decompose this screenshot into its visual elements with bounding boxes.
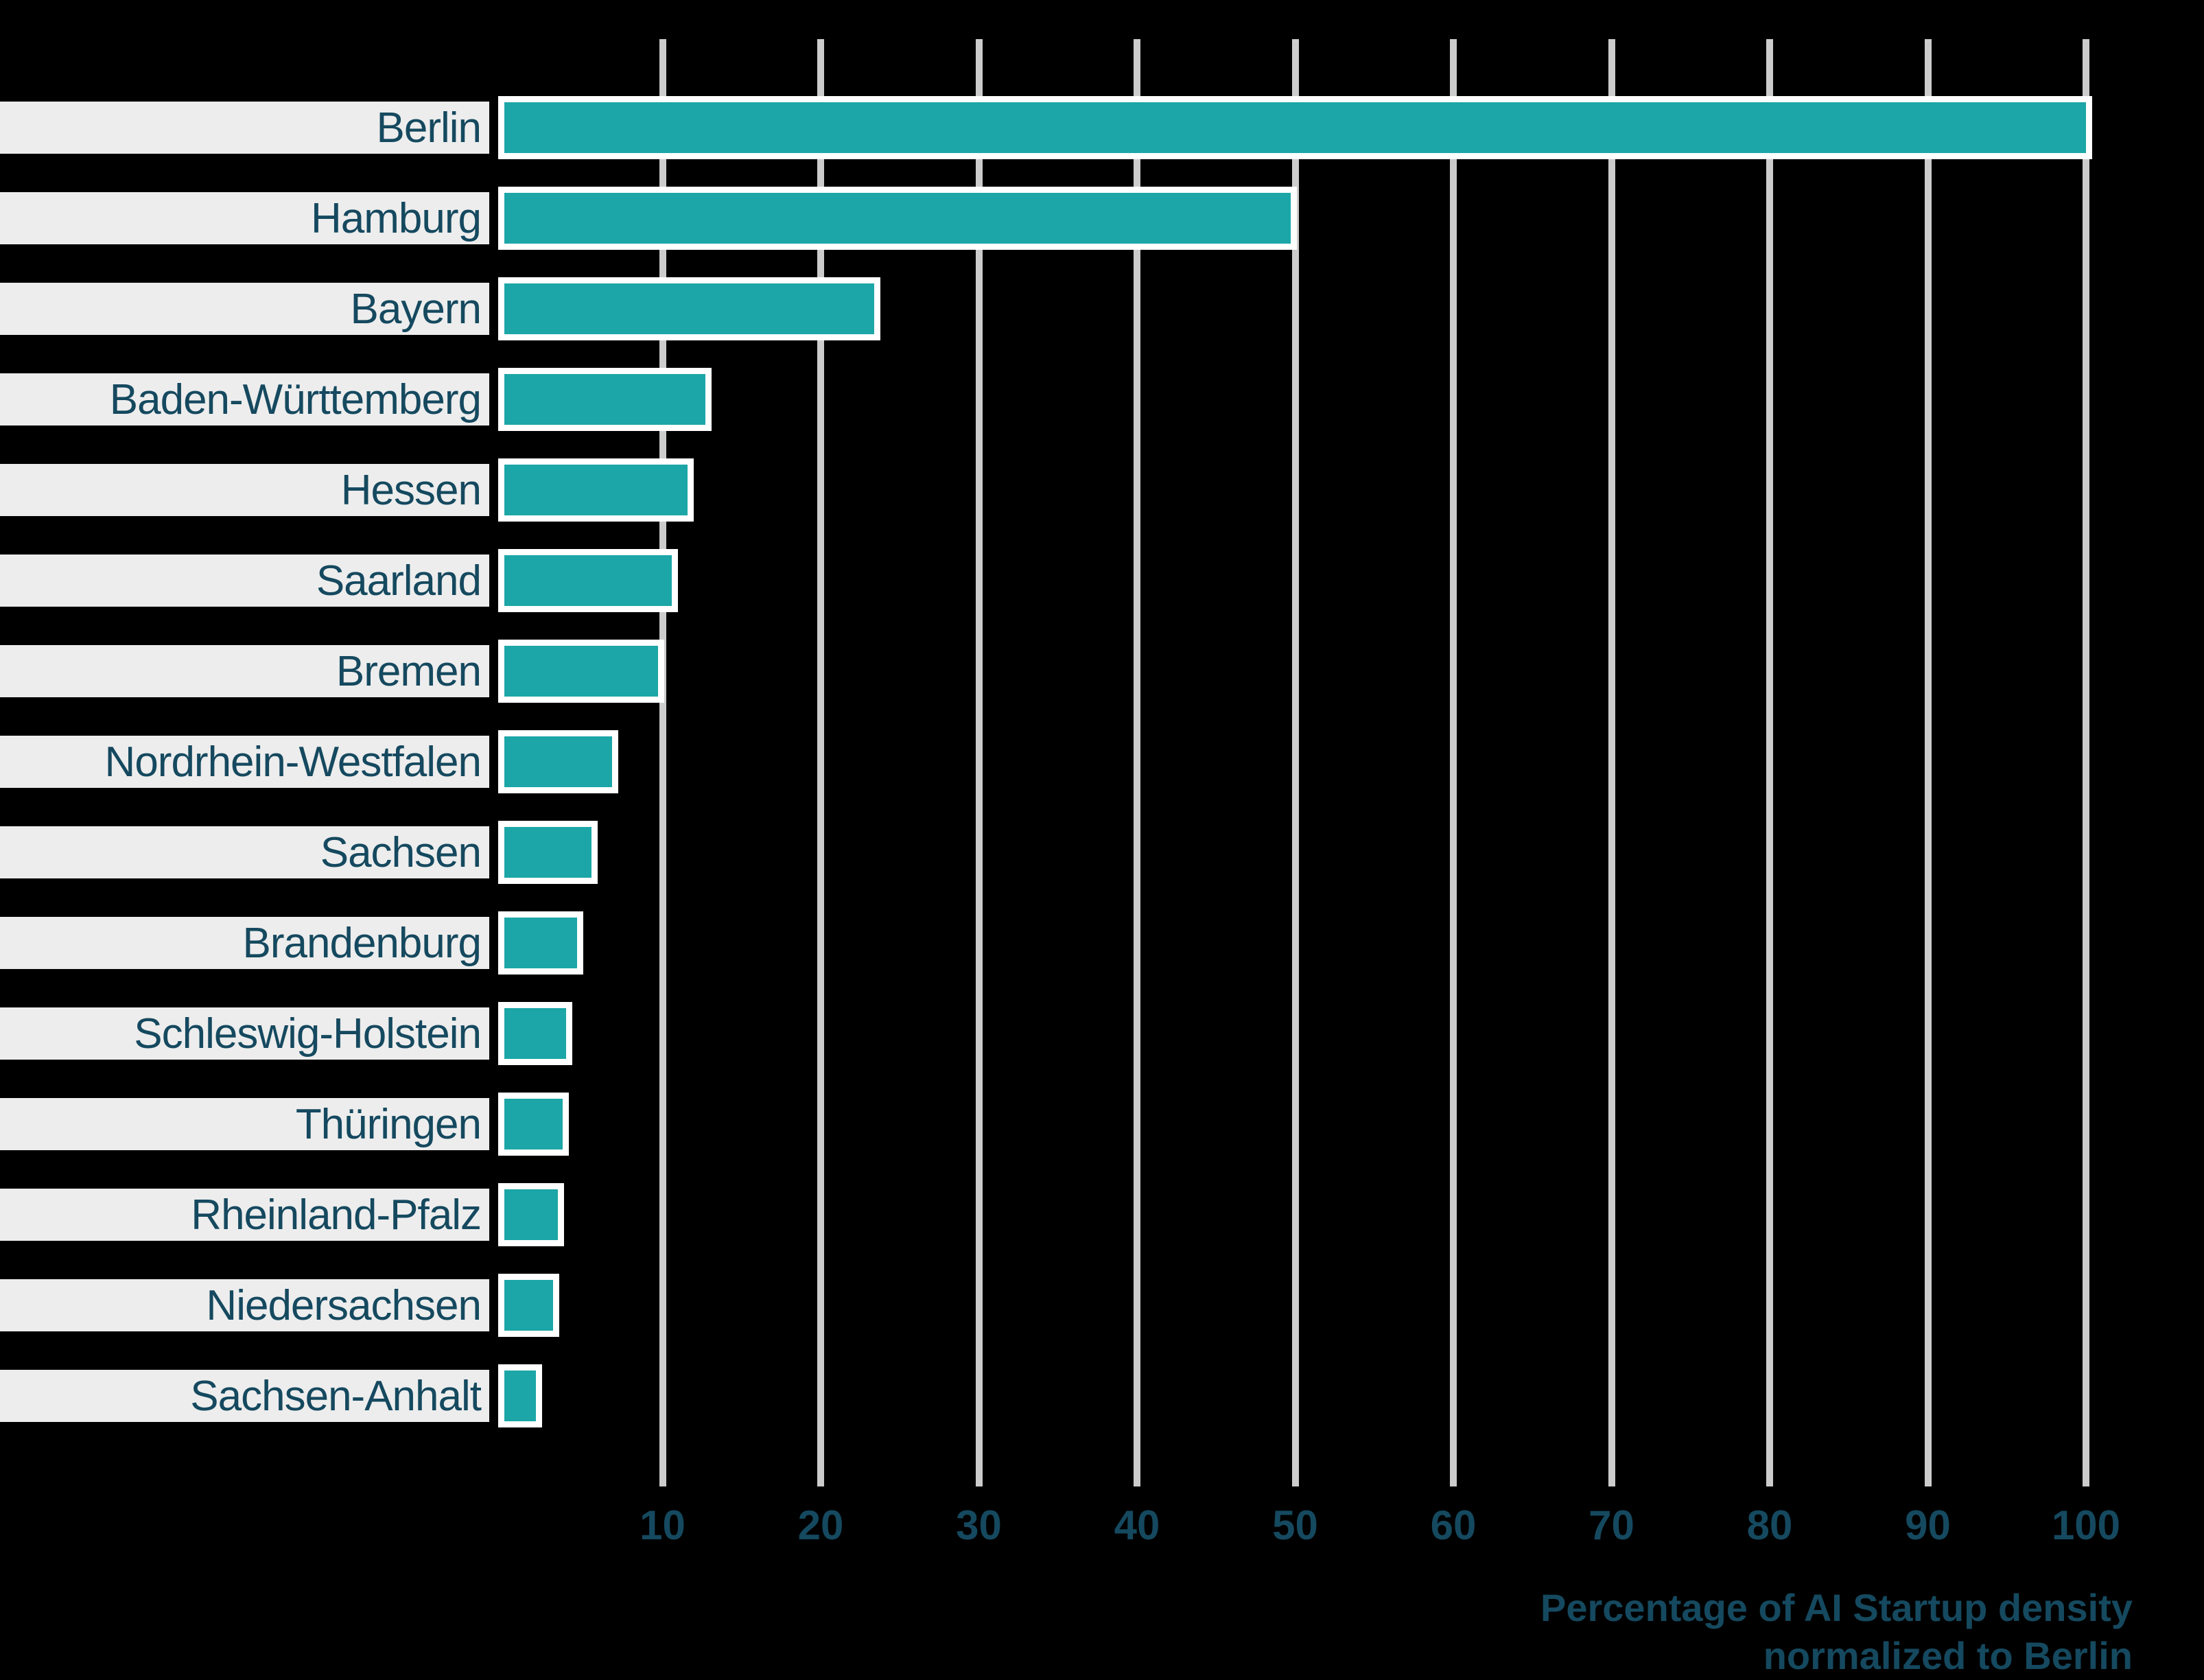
- gridline-100: [2083, 39, 2089, 1486]
- bar-fill: [504, 1370, 537, 1421]
- x-tick-label-10: 10: [640, 1502, 685, 1548]
- x-tick-label-80: 80: [1746, 1502, 1793, 1548]
- bar: [498, 368, 712, 431]
- x-tick-label-90: 90: [1905, 1502, 1951, 1548]
- bar-fill: [504, 283, 875, 334]
- bar-fill: [504, 1099, 563, 1150]
- category-label: Baden-Württemberg: [109, 375, 482, 423]
- bar-fill: [504, 465, 688, 515]
- bar-fill: [504, 646, 658, 697]
- category-label-box: Niedersachsen: [0, 1279, 489, 1331]
- bar-fill: [504, 918, 578, 968]
- category-label: Hessen: [340, 466, 482, 514]
- gridline-70: [1608, 39, 1615, 1486]
- x-tick-label-50: 50: [1272, 1502, 1318, 1548]
- gridline-20: [817, 39, 824, 1486]
- bar: [498, 96, 2092, 159]
- gridline-10: [659, 39, 666, 1486]
- bar: [498, 911, 584, 975]
- bar: [498, 1183, 565, 1246]
- category-label-box: Bremen: [0, 645, 489, 697]
- x-tick-label-40: 40: [1114, 1502, 1160, 1548]
- bar: [498, 1002, 572, 1065]
- bar-fill: [504, 736, 612, 787]
- bar: [498, 730, 618, 793]
- category-label-box: Sachsen-Anhalt: [0, 1370, 489, 1422]
- category-label-box: Schleswig-Holstein: [0, 1007, 489, 1060]
- category-label: Niedersachsen: [206, 1281, 482, 1329]
- bar: [498, 458, 694, 522]
- x-tick-label-100: 100: [2051, 1502, 2121, 1548]
- category-label-box: Sachsen: [0, 826, 489, 878]
- category-label-box: Rheinland-Pfalz: [0, 1189, 489, 1241]
- category-label: Nordrhein-Westfalen: [104, 738, 482, 786]
- bar-fill: [504, 555, 672, 606]
- category-label: Berlin: [376, 104, 482, 152]
- bar-fill: [504, 1008, 566, 1059]
- category-label-box: Brandenburg: [0, 917, 489, 969]
- bar: [498, 1093, 570, 1156]
- category-label: Bremen: [336, 647, 482, 695]
- bar: [498, 1274, 560, 1337]
- x-axis-title: Percentage of AI Startup density normali…: [1540, 1584, 2133, 1680]
- x-axis-title-line1: Percentage of AI Startup density: [1540, 1586, 2133, 1629]
- category-label: Hamburg: [311, 194, 482, 242]
- bar: [498, 640, 664, 703]
- bar: [498, 821, 598, 884]
- category-label: Rheinland-Pfalz: [191, 1191, 482, 1239]
- category-label-box: Hamburg: [0, 192, 489, 244]
- bar: [498, 549, 679, 612]
- gridline-50: [1291, 39, 1299, 1486]
- category-label-box: Hessen: [0, 464, 489, 516]
- x-tick-label-60: 60: [1430, 1502, 1477, 1548]
- bar-fill: [504, 102, 2086, 153]
- gridline-60: [1450, 39, 1457, 1486]
- category-label: Thüringen: [295, 1100, 482, 1148]
- category-label-box: Nordrhein-Westfalen: [0, 736, 489, 788]
- gridline-80: [1766, 39, 1773, 1486]
- gridline-40: [1134, 39, 1140, 1486]
- x-tick-label-30: 30: [956, 1502, 1002, 1548]
- category-label: Sachsen: [320, 828, 482, 876]
- bar: [498, 277, 881, 340]
- category-label-box: Berlin: [0, 102, 489, 154]
- bar: [498, 187, 1297, 250]
- category-label: Saarland: [316, 557, 482, 605]
- bar-fill: [504, 1280, 554, 1331]
- gridline-90: [1924, 39, 1932, 1486]
- gridline-30: [975, 39, 983, 1486]
- bar: [498, 1364, 543, 1427]
- x-tick-label-20: 20: [797, 1502, 844, 1548]
- category-label-box: Baden-Württemberg: [0, 373, 489, 425]
- bar-fill: [504, 193, 1291, 244]
- x-axis-title-line2: normalized to Berlin: [1763, 1634, 2133, 1677]
- category-label: Sachsen-Anhalt: [190, 1372, 482, 1420]
- category-label: Brandenburg: [242, 919, 482, 967]
- bar-fill: [504, 827, 591, 878]
- category-label-box: Saarland: [0, 555, 489, 607]
- bar-fill: [504, 374, 705, 425]
- category-label: Schleswig-Holstein: [134, 1010, 482, 1058]
- bar-fill: [504, 1189, 559, 1240]
- category-label-box: Bayern: [0, 283, 489, 335]
- x-tick-label-70: 70: [1588, 1502, 1634, 1548]
- category-label-box: Thüringen: [0, 1098, 489, 1150]
- category-label: Bayern: [350, 285, 482, 333]
